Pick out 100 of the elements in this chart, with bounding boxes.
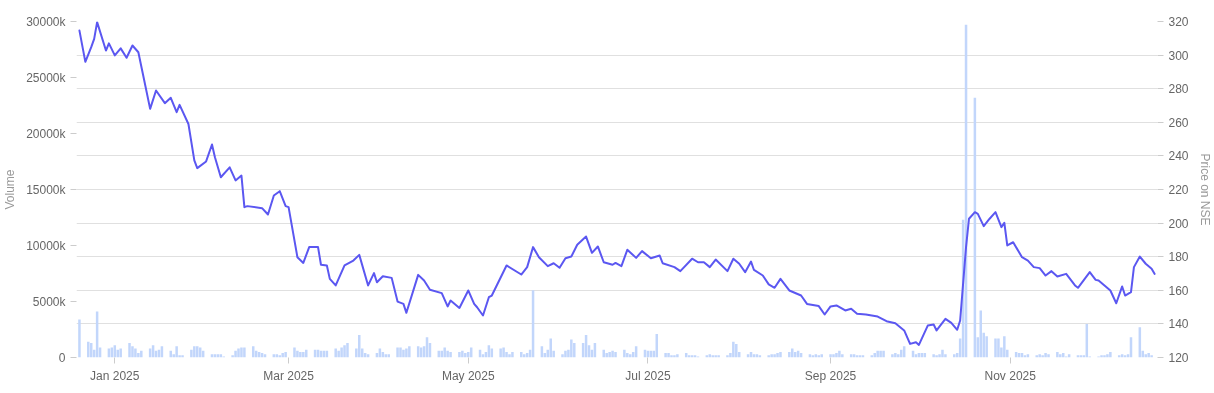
- bar: [1003, 336, 1006, 358]
- bar: [511, 351, 514, 358]
- y2-tick-label: 220: [1168, 183, 1189, 197]
- bar: [193, 346, 196, 358]
- y2-tick-label: 180: [1168, 250, 1189, 265]
- y2-tick-label: 160: [1168, 283, 1189, 298]
- bar: [505, 351, 508, 358]
- bar: [767, 355, 770, 358]
- bar: [131, 346, 134, 358]
- bar: [293, 347, 296, 358]
- x-tick-label: May 2025: [441, 368, 495, 383]
- bar: [449, 351, 452, 358]
- bar: [835, 353, 838, 358]
- bar: [358, 335, 361, 358]
- bar: [119, 348, 122, 358]
- bar: [670, 355, 673, 358]
- bar: [1047, 354, 1050, 358]
- bar: [732, 341, 735, 358]
- bar: [467, 351, 470, 358]
- bar: [243, 347, 246, 358]
- bar: [573, 342, 576, 358]
- y2-tick-label: 300: [1168, 48, 1189, 63]
- bar: [897, 354, 900, 358]
- bar: [128, 342, 131, 358]
- y-tick-label: 0: [58, 350, 66, 365]
- bar: [829, 354, 832, 358]
- bar: [140, 350, 143, 358]
- bar: [134, 348, 137, 358]
- bar: [779, 351, 782, 358]
- bar: [841, 354, 844, 358]
- y-tick-label: 20000k: [26, 126, 67, 141]
- x-tick-label: Sep 2025: [804, 368, 857, 383]
- bar: [181, 355, 184, 358]
- y-tick-label: 30000k: [26, 14, 67, 29]
- y-tick-label: 5000k: [32, 294, 67, 309]
- bar: [726, 355, 729, 358]
- bar: [408, 346, 411, 358]
- y2-axis-title: Price on NSE: [1197, 153, 1212, 226]
- y2-tick-label: 240: [1168, 149, 1189, 164]
- bar: [664, 353, 667, 358]
- bar: [882, 350, 885, 358]
- bar: [549, 338, 552, 358]
- x-tick-label: Nov 2025: [984, 368, 1037, 383]
- bar: [446, 350, 449, 358]
- bar: [334, 348, 337, 358]
- y2-tick-label: 140: [1168, 317, 1189, 332]
- bar: [1035, 355, 1038, 358]
- y2-tick-label: 280: [1168, 82, 1189, 97]
- bar: [941, 349, 944, 358]
- bar: [735, 344, 738, 358]
- y2-tick-label: 200: [1168, 216, 1189, 231]
- bar: [305, 349, 308, 358]
- bar: [499, 348, 502, 358]
- bar: [832, 354, 835, 358]
- bar: [717, 355, 720, 358]
- bar: [935, 355, 938, 358]
- bar: [1109, 351, 1112, 358]
- bar: [1144, 354, 1147, 358]
- bar: [673, 355, 676, 358]
- bar: [340, 347, 343, 358]
- bar: [1103, 355, 1106, 358]
- bar: [1041, 355, 1044, 358]
- bar: [676, 354, 679, 358]
- y2-tick-label: 120: [1168, 351, 1189, 365]
- bar: [116, 349, 119, 358]
- x-tick-label: Mar 2025: [263, 368, 315, 383]
- bar: [405, 348, 408, 358]
- y-tick-label: 25000k: [26, 70, 67, 85]
- bar: [464, 353, 467, 358]
- bar: [458, 351, 461, 358]
- bar: [714, 355, 717, 358]
- bar: [997, 338, 1000, 358]
- bar: [994, 338, 997, 358]
- bar: [346, 342, 349, 358]
- y2-tick-label: 260: [1168, 115, 1189, 130]
- bar: [944, 354, 947, 358]
- bar: [1150, 355, 1153, 358]
- bar: [891, 354, 894, 358]
- bar: [231, 355, 234, 358]
- bar: [570, 339, 573, 358]
- bar: [296, 350, 299, 358]
- bar: [508, 354, 511, 358]
- bar: [602, 349, 605, 358]
- bar: [938, 354, 941, 358]
- y2-tick-label: 320: [1168, 15, 1189, 29]
- bar: [788, 351, 791, 358]
- bar: [561, 354, 564, 358]
- bar: [190, 349, 193, 358]
- bar: [838, 350, 841, 358]
- y-tick-label: 15000k: [26, 182, 67, 197]
- x-tick-label: Jul 2025: [625, 368, 671, 383]
- bar: [396, 347, 399, 358]
- bar: [1056, 351, 1059, 358]
- bar: [614, 351, 617, 358]
- y-tick-label: 10000k: [26, 238, 67, 253]
- bar: [78, 319, 81, 358]
- x-tick-label: Jan 2025: [90, 368, 140, 383]
- bar: [623, 349, 626, 358]
- y-axis-title: Volume: [3, 169, 18, 210]
- bar: [1106, 354, 1109, 358]
